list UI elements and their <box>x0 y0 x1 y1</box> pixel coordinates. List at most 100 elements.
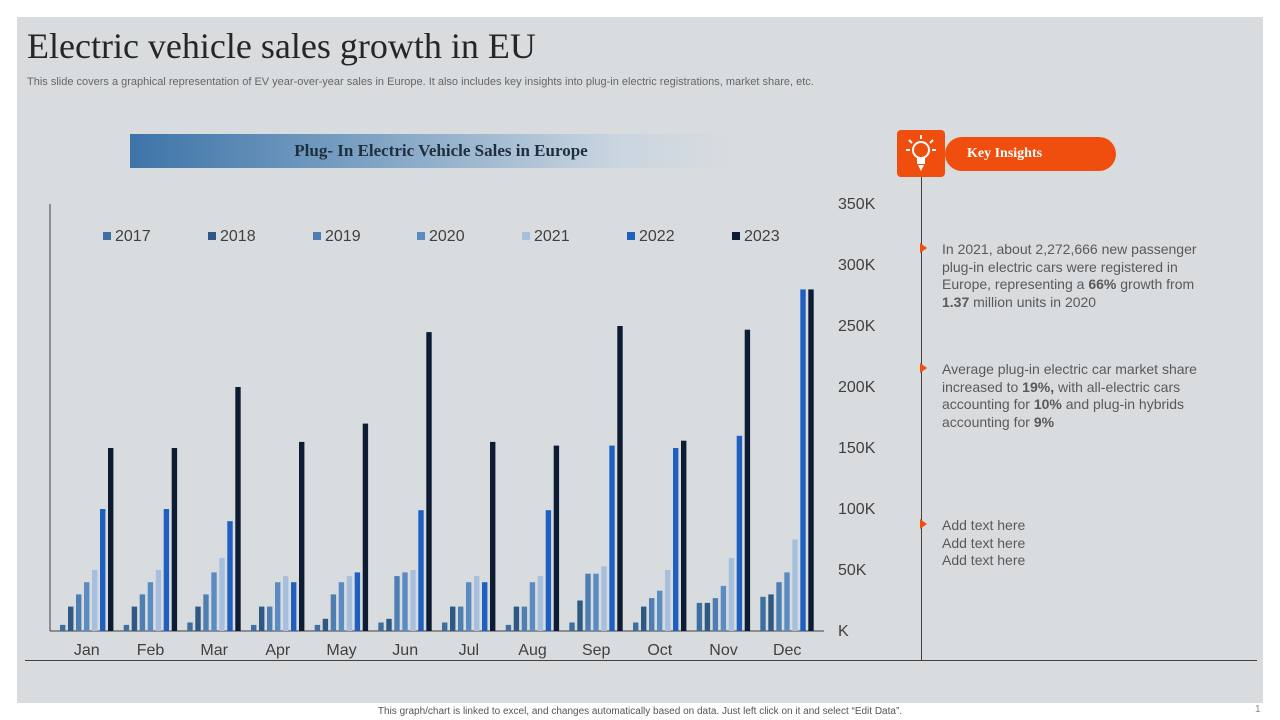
bar-2017-jun <box>378 622 384 631</box>
bar-2023-may <box>362 423 369 631</box>
bar-2018-jul <box>450 606 456 631</box>
bar-2020-may <box>338 582 345 631</box>
bar-2021-jun <box>410 570 416 631</box>
bar-2017-apr <box>251 624 257 631</box>
legend-swatch-2021 <box>522 232 530 240</box>
legend-swatch-2022 <box>627 232 635 240</box>
sales-bar-chart[interactable]: 2017 2018 2019 2020 2021 2022 2023 K 50K 100K 150… <box>17 17 1263 703</box>
x-tick-label: Dec <box>773 642 801 659</box>
bar-2022-jul <box>482 582 488 631</box>
bar-2019-feb <box>139 594 146 631</box>
x-tick-label: Feb <box>137 642 165 659</box>
bar-2020-apr <box>275 582 281 631</box>
bar-2020-jun <box>402 572 408 631</box>
legend-swatch-2023 <box>732 232 740 240</box>
bar-2018-apr <box>259 606 265 631</box>
bar-2018-nov <box>704 602 711 631</box>
bar-2021-dec <box>792 539 798 631</box>
y-tick-label: K <box>838 623 849 640</box>
lightbulb-icon <box>906 135 936 171</box>
bar-2022-jan <box>100 509 106 631</box>
legend-label-2021: 2021 <box>534 228 570 245</box>
bar-2022-mar <box>227 521 233 631</box>
bar-2023-feb <box>171 448 178 631</box>
legend-swatch-2019 <box>313 232 321 240</box>
x-tick-label: Jul <box>459 642 479 659</box>
bar-2019-jan <box>76 594 82 631</box>
bar-2022-may <box>354 572 361 631</box>
y-tick-label: 200K <box>838 379 876 396</box>
bar-2020-sep <box>593 573 599 631</box>
legend-swatch-2018 <box>208 232 216 240</box>
bar-2023-jul <box>490 441 496 631</box>
bar-2019-dec <box>776 582 782 631</box>
x-tick-label: Sep <box>582 642 611 659</box>
bar-2018-jan <box>68 606 74 631</box>
bar-2018-feb <box>131 606 138 631</box>
bar-2017-may <box>314 624 321 631</box>
x-tick-label: Nov <box>709 642 737 659</box>
bar-2023-jan <box>108 448 114 631</box>
bar-2018-dec <box>768 594 774 631</box>
bar-2017-jul <box>442 622 448 631</box>
bar-2019-sep <box>585 573 591 631</box>
bar-2020-jul <box>466 582 472 631</box>
x-tick-label: May <box>326 642 356 659</box>
legend-label-2023: 2023 <box>744 228 780 245</box>
bar-2018-mar <box>195 606 201 631</box>
chart-title: Plug- In Electric Vehicle Sales in Europ… <box>294 141 588 160</box>
bar-2023-apr <box>299 441 305 631</box>
page-number: 1 <box>1255 704 1261 715</box>
slide-background: Electric vehicle sales growth in EU This… <box>17 17 1263 703</box>
bar-2021-jul <box>474 576 480 631</box>
bar-2017-feb <box>123 624 130 631</box>
insight-item-2: Average plug-in electric car market shar… <box>920 361 1222 431</box>
insights-divider <box>921 177 922 660</box>
bar-2021-sep <box>601 566 607 631</box>
bar-2020-dec <box>784 572 790 631</box>
x-tick-label: Aug <box>518 642 546 659</box>
bar-2019-nov <box>712 598 719 631</box>
y-tick-label: 250K <box>838 318 876 335</box>
page-subtitle: This slide covers a graphical representa… <box>27 76 814 88</box>
bar-2022-oct <box>673 448 679 631</box>
bar-2022-sep <box>609 445 615 631</box>
placeholder-text[interactable]: Add text here <box>942 534 1026 551</box>
bar-2021-feb <box>155 570 162 631</box>
bar-2020-oct <box>657 590 663 631</box>
key-insights-icon-box <box>897 130 945 177</box>
x-tick-label: Jan <box>74 642 100 659</box>
legend-label-2019: 2019 <box>325 228 361 245</box>
bar-2023-sep <box>617 326 623 631</box>
bullet-arrow-icon <box>920 243 927 253</box>
bar-2023-aug <box>553 445 560 631</box>
bar-2017-dec <box>760 596 766 631</box>
bar-2021-aug <box>537 576 544 631</box>
key-insights-heading: Key Insights <box>945 137 1116 171</box>
bar-2022-apr <box>291 582 297 631</box>
baseline-divider <box>25 660 1257 661</box>
bar-2017-mar <box>187 622 193 631</box>
legend-label-2018: 2018 <box>220 228 256 245</box>
bar-2019-jul <box>458 606 464 631</box>
bar-2022-nov <box>736 435 743 631</box>
bar-2023-jun <box>426 332 432 631</box>
y-tick-label: 150K <box>838 440 876 457</box>
chart-title-banner <box>130 134 735 168</box>
x-tick-label: Apr <box>265 642 291 659</box>
bar-2019-may <box>330 594 337 631</box>
bar-2020-aug <box>529 582 536 631</box>
placeholder-text[interactable]: Add text here <box>942 517 1026 533</box>
bar-2018-jun <box>386 618 392 631</box>
bar-2018-oct <box>641 606 647 631</box>
bar-2018-aug <box>513 606 520 631</box>
bar-2019-aug <box>521 606 528 631</box>
bar-2022-jun <box>418 510 424 631</box>
bar-2020-jan <box>84 582 90 631</box>
placeholder-text[interactable]: Add text here <box>942 552 1026 568</box>
bar-2021-jan <box>92 570 98 631</box>
bar-2018-sep <box>577 600 583 631</box>
page-title: Electric vehicle sales growth in EU <box>27 26 536 66</box>
bar-2022-feb <box>163 509 170 631</box>
bar-2017-nov <box>696 602 703 631</box>
